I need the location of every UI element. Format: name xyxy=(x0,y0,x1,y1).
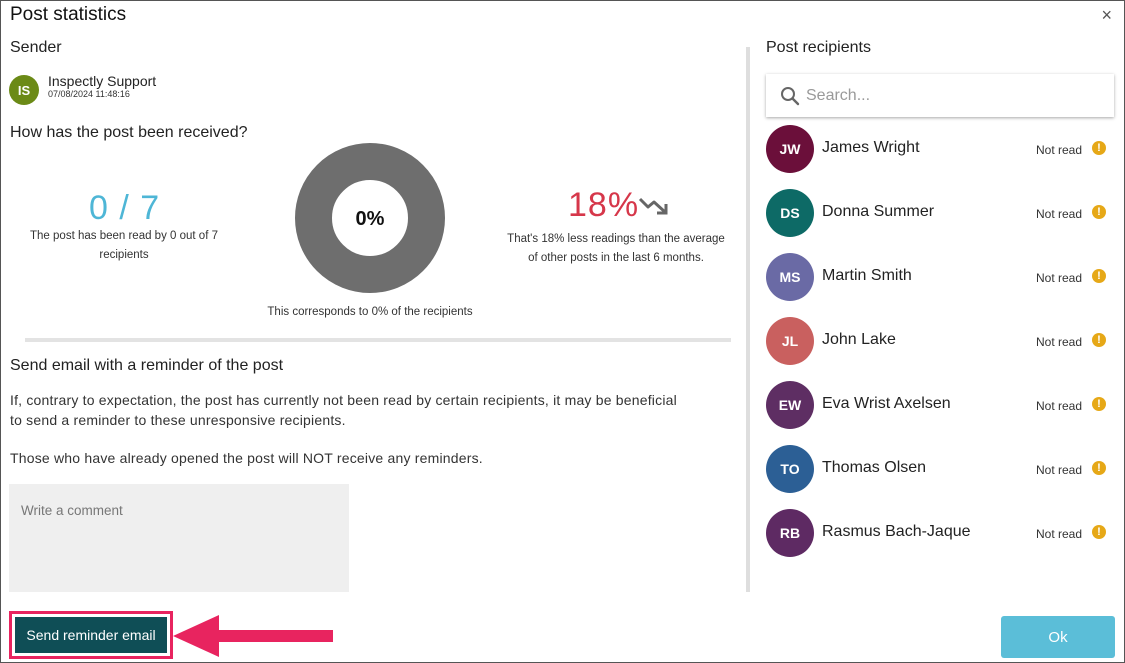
avatar: IS xyxy=(9,75,39,105)
comment-textarea[interactable]: Write a comment xyxy=(9,484,349,592)
reception-heading: How has the post been received? xyxy=(10,124,248,141)
list-item[interactable]: JW James Wright Not read! xyxy=(766,125,1114,181)
read-caption: The post has been read by 0 out of 7 rec… xyxy=(10,227,238,265)
warning-icon: ! xyxy=(1092,333,1106,347)
avatar: EW xyxy=(766,381,814,429)
avatar: TO xyxy=(766,445,814,493)
avatar: JW xyxy=(766,125,814,173)
sender-name: Inspectly Support xyxy=(48,73,157,89)
send-reminder-button[interactable]: Send reminder email xyxy=(15,617,167,653)
highlight-frame xyxy=(9,611,173,659)
read-status: Not read xyxy=(1036,207,1083,221)
trend-caption-line1: That's 18% less readings than the averag… xyxy=(507,233,725,245)
donut-percent-label: 0% xyxy=(356,208,385,230)
warning-icon: ! xyxy=(1092,525,1106,539)
vertical-divider xyxy=(746,47,750,592)
list-item[interactable]: TO Thomas Olsen Not read! xyxy=(766,445,1114,501)
read-donut-chart: 0% xyxy=(295,143,445,293)
list-item[interactable]: EW Eva Wrist Axelsen Not read! xyxy=(766,381,1114,437)
reminder-note: Those who have already opened the post w… xyxy=(10,450,483,466)
pointer-arrow-icon xyxy=(173,615,333,657)
reminder-description: If, contrary to expectation, the post ha… xyxy=(10,390,677,430)
list-item[interactable]: MS Martin Smith Not read! xyxy=(766,253,1114,309)
reminder-description-line2: to send a reminder to these unresponsive… xyxy=(10,412,346,428)
recipients-heading: Post recipients xyxy=(766,39,871,56)
reminder-heading: Send email with a reminder of the post xyxy=(10,357,284,374)
avatar: MS xyxy=(766,253,814,301)
search-input[interactable]: Search... xyxy=(766,74,1114,117)
search-icon xyxy=(781,87,800,106)
search-placeholder: Search... xyxy=(806,87,871,104)
sender-timestamp: 07/08/2024 11:48:16 xyxy=(48,89,130,99)
avatar: DS xyxy=(766,189,814,237)
read-status: Not read xyxy=(1036,271,1083,285)
recipient-name: Martin Smith xyxy=(822,267,912,284)
recipient-name: Eva Wrist Axelsen xyxy=(822,395,951,412)
recipient-name: Thomas Olsen xyxy=(822,459,927,476)
trend-caption: That's 18% less readings than the averag… xyxy=(499,230,733,268)
recipient-name: Donna Summer xyxy=(822,203,935,220)
list-item[interactable]: DS Donna Summer Not read! xyxy=(766,189,1114,245)
recipient-name: James Wright xyxy=(822,139,920,156)
recipient-name: John Lake xyxy=(822,331,896,348)
read-count: 0 / 7 xyxy=(89,189,161,227)
warning-icon: ! xyxy=(1092,397,1106,411)
close-icon[interactable]: × xyxy=(1101,5,1112,25)
donut-caption: This corresponds to 0% of the recipients xyxy=(267,306,473,318)
read-caption-line1: The post has been read by 0 out of 7 xyxy=(30,230,218,242)
dialog-title: Post statistics xyxy=(10,4,127,25)
read-status: Not read xyxy=(1036,335,1083,349)
read-status: Not read xyxy=(1036,527,1083,541)
read-status: Not read xyxy=(1036,463,1083,477)
reminder-description-line1: If, contrary to expectation, the post ha… xyxy=(10,392,677,408)
sender-label: Sender xyxy=(10,39,62,56)
list-item[interactable]: JL John Lake Not read! xyxy=(766,317,1114,373)
read-caption-line2: recipients xyxy=(99,249,149,261)
divider xyxy=(25,338,731,342)
list-item[interactable]: RB Rasmus Bach-Jaque Not read! xyxy=(766,509,1114,565)
warning-icon: ! xyxy=(1092,461,1106,475)
warning-icon: ! xyxy=(1092,205,1106,219)
warning-icon: ! xyxy=(1092,141,1106,155)
recipient-name: Rasmus Bach-Jaque xyxy=(822,523,971,540)
warning-icon: ! xyxy=(1092,269,1106,283)
avatar: JL xyxy=(766,317,814,365)
trend-value: 18% xyxy=(568,186,640,224)
comment-placeholder: Write a comment xyxy=(21,503,123,518)
donut-ring xyxy=(295,143,445,293)
trend-caption-line2: of other posts in the last 6 months. xyxy=(528,252,704,264)
read-status: Not read xyxy=(1036,399,1083,413)
trending-down-icon xyxy=(638,197,668,215)
avatar: RB xyxy=(766,509,814,557)
ok-button[interactable]: Ok xyxy=(1001,616,1115,658)
read-status: Not read xyxy=(1036,143,1083,157)
